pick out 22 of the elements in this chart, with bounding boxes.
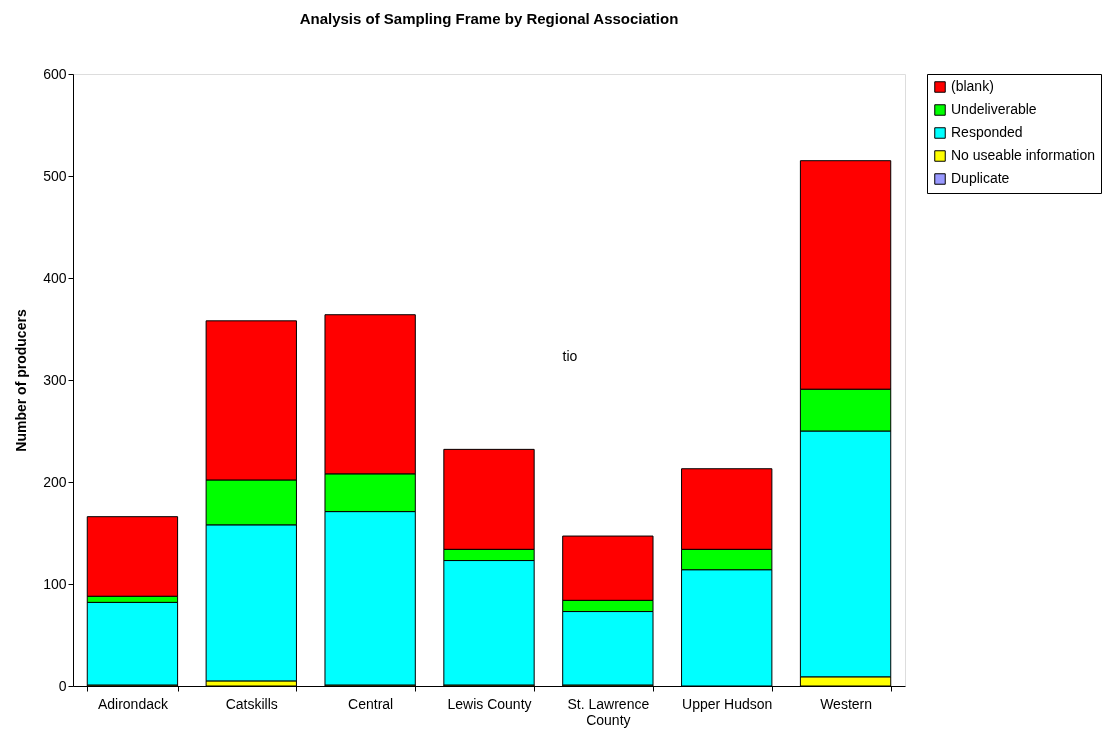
legend-label: (blank) [951, 78, 994, 94]
y-axis-title: Number of producers [13, 309, 30, 452]
y-tick-label: 500 [43, 167, 67, 184]
x-tick-label: Western [820, 695, 873, 712]
x-tick-label: Catskills [225, 695, 278, 712]
y-tick-label: 0 [58, 677, 67, 694]
legend-label: No useable information [951, 147, 1095, 163]
x-tick-label: Upper Hudson [682, 695, 773, 712]
chart-title: Analysis of Sampling Frame by Regional Association [299, 10, 679, 27]
x-tick-label: St. Lawrence County [567, 695, 650, 728]
x-tick-label: Adirondack [97, 695, 169, 712]
x-tick-label: Lewis County [447, 695, 532, 712]
y-tick-label: 100 [43, 575, 67, 592]
y-tick-label: 600 [43, 65, 67, 82]
legend-label: Responded [951, 124, 1023, 140]
legend-label: Undeliverable [951, 101, 1037, 117]
y-tick-label: 300 [43, 371, 67, 388]
y-tick-label: 400 [43, 269, 67, 286]
y-tick-label: 200 [43, 473, 67, 490]
x-tick-label: Central [348, 695, 394, 712]
annotation: tio [562, 348, 578, 364]
legend-label: Duplicate [951, 170, 1010, 186]
